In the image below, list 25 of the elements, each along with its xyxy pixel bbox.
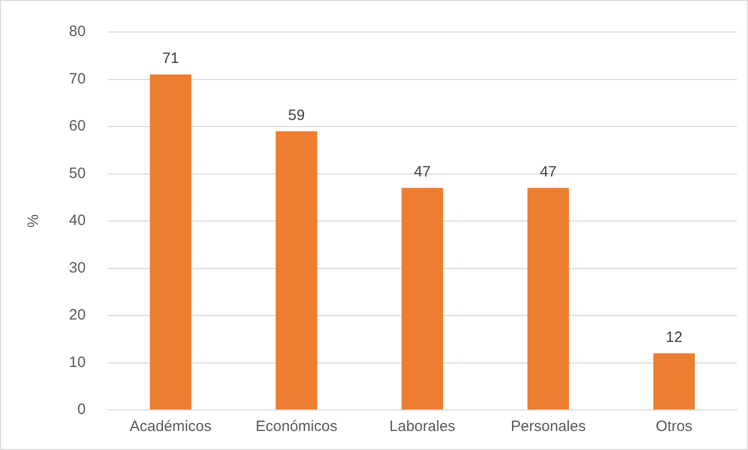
x-tick-label: Laborales — [389, 418, 456, 436]
y-tick-label: 40 — [68, 212, 86, 230]
y-tick-label: 80 — [68, 23, 86, 40]
y-axis-title: % — [25, 214, 42, 228]
y-tick-label: 30 — [68, 259, 86, 276]
x-tick-label: Otros — [656, 418, 692, 436]
y-tick-label: 0 — [77, 401, 86, 418]
y-tick-label: 70 — [68, 70, 86, 88]
bar — [276, 131, 318, 410]
data-label: 47 — [414, 164, 431, 181]
data-label: 47 — [540, 164, 557, 181]
y-tick-label: 20 — [68, 306, 86, 324]
y-tick-label: 10 — [68, 354, 86, 371]
bar — [527, 188, 569, 410]
data-label: 71 — [162, 50, 179, 68]
bar — [653, 353, 695, 410]
x-tick-label: Económicos — [256, 418, 338, 436]
y-tick-label: 60 — [68, 118, 86, 135]
bar — [402, 188, 444, 410]
bar — [150, 74, 192, 410]
data-label: 59 — [288, 106, 305, 124]
x-tick-label: Personales — [510, 418, 586, 436]
data-label: 12 — [666, 328, 682, 346]
x-tick-label: Académicos — [130, 418, 212, 436]
y-tick-label: 50 — [68, 164, 86, 182]
